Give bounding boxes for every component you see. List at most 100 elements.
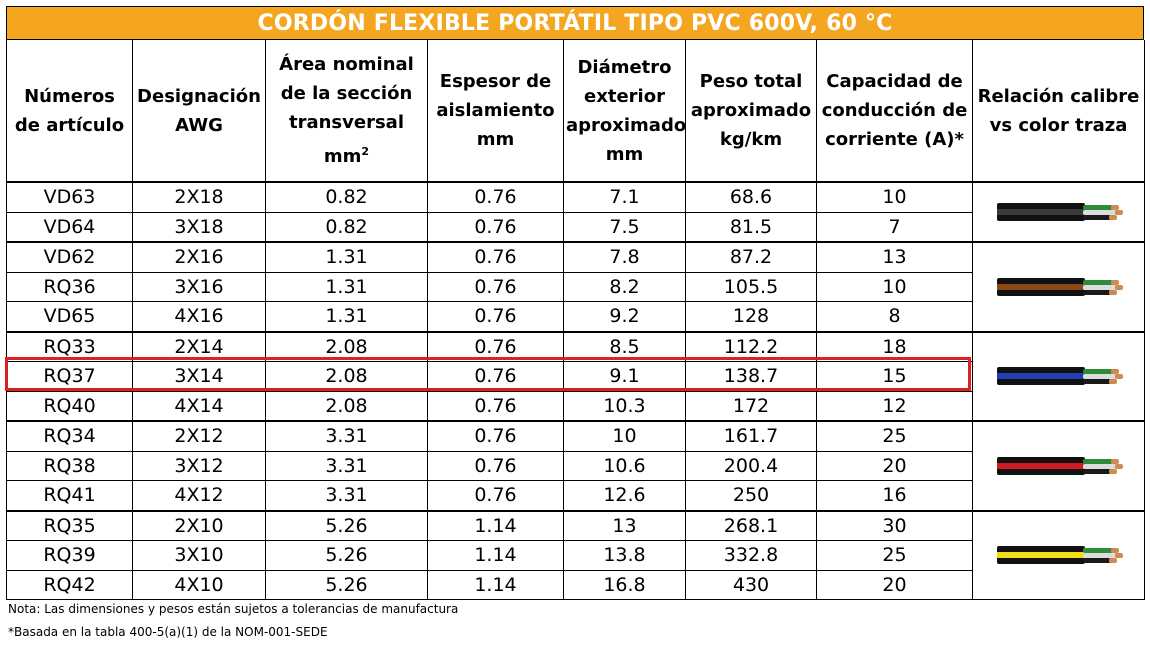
current-capacity-cell: 10 <box>816 272 973 302</box>
note-nom-reference: *Basada en la tabla 400-5(a)(1) de la NO… <box>8 625 328 639</box>
insulation-thickness-cell: 0.76 <box>427 212 564 243</box>
article-number-cell: RQ42 <box>6 570 133 600</box>
current-capacity-cell: 13 <box>816 241 973 273</box>
total-weight-cell: 332.8 <box>685 540 817 571</box>
nominal-area-cell: 3.31 <box>265 451 428 481</box>
outer-diameter-cell: 8.5 <box>563 330 686 362</box>
nominal-area-cell: 2.08 <box>265 391 428 422</box>
header-capacidad: Capacidad de conducción de corriente (A)… <box>816 40 973 183</box>
article-number-cell: VD63 <box>6 182 133 213</box>
total-weight-cell: 430 <box>685 570 817 600</box>
insulation-thickness-cell: 0.76 <box>427 182 564 213</box>
header-area-unit: mm <box>323 146 362 167</box>
article-number-cell: VD62 <box>6 241 133 273</box>
insulation-thickness-cell: 0.76 <box>427 272 564 302</box>
total-weight-cell: 172 <box>685 391 817 422</box>
article-number-cell: RQ37 <box>6 361 133 392</box>
outer-diameter-cell: 13 <box>563 509 686 541</box>
current-capacity-cell: 25 <box>816 540 973 571</box>
nominal-area-cell: 5.26 <box>265 570 428 600</box>
awg-designation-cell: 4X16 <box>132 301 266 332</box>
cable-color-cell <box>972 509 1145 600</box>
awg-designation-cell: 2X14 <box>132 330 266 362</box>
nominal-area-cell: 2.08 <box>265 361 428 392</box>
nominal-area-cell: 3.31 <box>265 420 428 452</box>
table-row: RQ39 3X10 5.26 1.14 13.8 332.8 25 <box>6 540 1145 571</box>
table-title: CORDÓN FLEXIBLE PORTÁTIL TIPO PVC 600V, … <box>6 6 1144 40</box>
current-capacity-cell: 7 <box>816 212 973 243</box>
current-capacity-cell: 10 <box>816 182 973 213</box>
nominal-area-cell: 5.26 <box>265 540 428 571</box>
current-capacity-cell: 20 <box>816 451 973 481</box>
cable-image-18-awg <box>996 200 1123 224</box>
cable-image-12-awg <box>996 454 1123 478</box>
awg-designation-cell: 3X16 <box>132 272 266 302</box>
table-row: VD64 3X18 0.82 0.76 7.5 81.5 7 <box>6 212 1145 243</box>
header-awg: Designación AWG <box>132 40 266 183</box>
specs-table: Números de artículo Designación AWG Área… <box>6 40 1145 600</box>
awg-designation-cell: 2X18 <box>132 182 266 213</box>
table-row: RQ41 4X12 3.31 0.76 12.6 250 16 <box>6 480 1145 511</box>
awg-designation-cell: 3X10 <box>132 540 266 571</box>
insulation-thickness-cell: 0.76 <box>427 391 564 422</box>
total-weight-cell: 81.5 <box>685 212 817 243</box>
awg-designation-cell: 3X18 <box>132 212 266 243</box>
table-body: VD63 2X18 0.82 0.76 7.1 68.6 10 VD64 3X18 0.82 0.7… <box>6 182 1145 600</box>
insulation-thickness-cell: 0.76 <box>427 451 564 481</box>
current-capacity-cell: 16 <box>816 480 973 511</box>
total-weight-cell: 250 <box>685 480 817 511</box>
outer-diameter-cell: 10 <box>563 420 686 452</box>
table-row: RQ33 2X14 2.08 0.76 8.5 112.2 18 <box>6 330 1145 422</box>
header-area-label: Área nominal de la sección transversal <box>279 54 414 133</box>
insulation-thickness-cell: 0.76 <box>427 301 564 332</box>
awg-designation-cell: 2X10 <box>132 509 266 541</box>
insulation-thickness-cell: 1.14 <box>427 509 564 541</box>
article-number-cell: RQ38 <box>6 451 133 481</box>
insulation-thickness-cell: 0.76 <box>427 330 564 362</box>
outer-diameter-cell: 8.2 <box>563 272 686 302</box>
header-row: Números de artículo Designación AWG Área… <box>6 40 1145 183</box>
total-weight-cell: 161.7 <box>685 420 817 452</box>
nominal-area-cell: 3.31 <box>265 480 428 511</box>
current-capacity-cell: 25 <box>816 420 973 452</box>
nominal-area-cell: 1.31 <box>265 301 428 332</box>
article-number-cell: RQ39 <box>6 540 133 571</box>
current-capacity-cell: 20 <box>816 570 973 600</box>
cable-color-cell <box>972 330 1145 422</box>
header-diametro: Diámetro exterior aproximado mm <box>563 40 686 183</box>
current-capacity-cell: 8 <box>816 301 973 332</box>
current-capacity-cell: 30 <box>816 509 973 541</box>
article-number-cell: RQ41 <box>6 480 133 511</box>
cable-color-cell <box>972 241 1145 332</box>
outer-diameter-cell: 13.8 <box>563 540 686 571</box>
total-weight-cell: 112.2 <box>685 330 817 362</box>
header-peso: Peso total aproximado kg/km <box>685 40 817 183</box>
insulation-thickness-cell: 0.76 <box>427 241 564 273</box>
nominal-area-cell: 0.82 <box>265 212 428 243</box>
outer-diameter-cell: 10.3 <box>563 391 686 422</box>
outer-diameter-cell: 16.8 <box>563 570 686 600</box>
insulation-thickness-cell: 0.76 <box>427 480 564 511</box>
table-row: RQ38 3X12 3.31 0.76 10.6 200.4 20 <box>6 451 1145 481</box>
article-number-cell: RQ34 <box>6 420 133 452</box>
awg-designation-cell: 4X12 <box>132 480 266 511</box>
outer-diameter-cell: 12.6 <box>563 480 686 511</box>
total-weight-cell: 200.4 <box>685 451 817 481</box>
table-row: RQ40 4X14 2.08 0.76 10.3 172 12 <box>6 391 1145 422</box>
article-number-cell: VD65 <box>6 301 133 332</box>
article-number-cell: RQ40 <box>6 391 133 422</box>
nominal-area-cell: 2.08 <box>265 330 428 362</box>
total-weight-cell: 128 <box>685 301 817 332</box>
table-row: VD62 2X16 1.31 0.76 7.8 87.2 13 <box>6 241 1145 332</box>
highlighted-row-outline <box>5 357 971 391</box>
table-row: VD63 2X18 0.82 0.76 7.1 68.6 10 <box>6 182 1145 243</box>
table-row: RQ34 2X12 3.31 0.76 10 161.7 25 <box>6 420 1145 511</box>
header-espesor: Espesor de aislamiento mm <box>427 40 564 183</box>
total-weight-cell: 268.1 <box>685 509 817 541</box>
total-weight-cell: 87.2 <box>685 241 817 273</box>
article-number-cell: RQ36 <box>6 272 133 302</box>
header-area: Área nominal de la sección transversal m… <box>265 40 428 183</box>
outer-diameter-cell: 7.1 <box>563 182 686 213</box>
outer-diameter-cell: 9.2 <box>563 301 686 332</box>
nominal-area-cell: 0.82 <box>265 182 428 213</box>
